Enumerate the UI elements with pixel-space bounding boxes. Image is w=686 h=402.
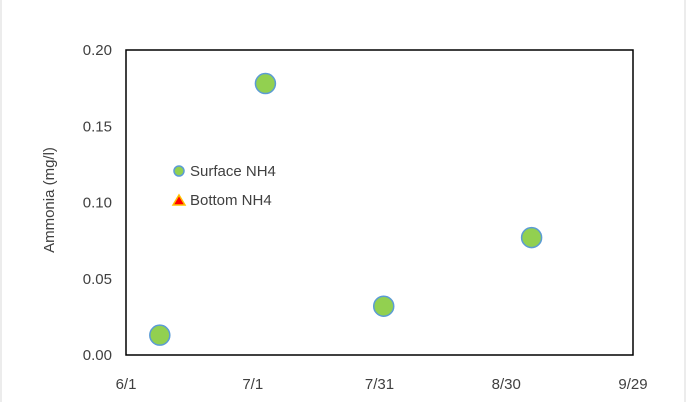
legend-bottom-label: Bottom NH4 (190, 192, 272, 209)
y-tick-label: 0.10 (83, 195, 112, 212)
legend-surface-label: Surface NH4 (190, 163, 276, 180)
data-point (149, 324, 171, 346)
data-points (149, 72, 543, 346)
x-tick-label: 6/1 (116, 376, 137, 393)
legend-bottom-marker (171, 193, 187, 206)
x-tick-label: 7/1 (242, 376, 263, 393)
y-tick-label: 0.15 (83, 118, 112, 135)
data-point (254, 72, 277, 95)
y-axis-label: Ammonia (mg/l) (41, 147, 58, 253)
y-tick-label: 0.20 (83, 42, 112, 59)
x-tick-label: 9/29 (618, 376, 647, 393)
x-tick-label: 8/30 (492, 376, 521, 393)
x-axis-ticks: 6/1 7/1 7/31 8/30 9/29 (116, 376, 648, 393)
plot-area-border (125, 49, 634, 356)
y-tick-label: 0.05 (83, 271, 112, 288)
legend: Surface NH4 Bottom NH4 (171, 163, 276, 209)
data-point (372, 295, 395, 317)
y-tick-label: 0.00 (83, 347, 112, 364)
legend-surface-marker (173, 165, 185, 177)
x-tick-label: 7/31 (365, 376, 394, 393)
data-point (520, 226, 543, 249)
y-axis-ticks: 0.00 0.05 0.10 0.15 0.20 (83, 42, 112, 364)
